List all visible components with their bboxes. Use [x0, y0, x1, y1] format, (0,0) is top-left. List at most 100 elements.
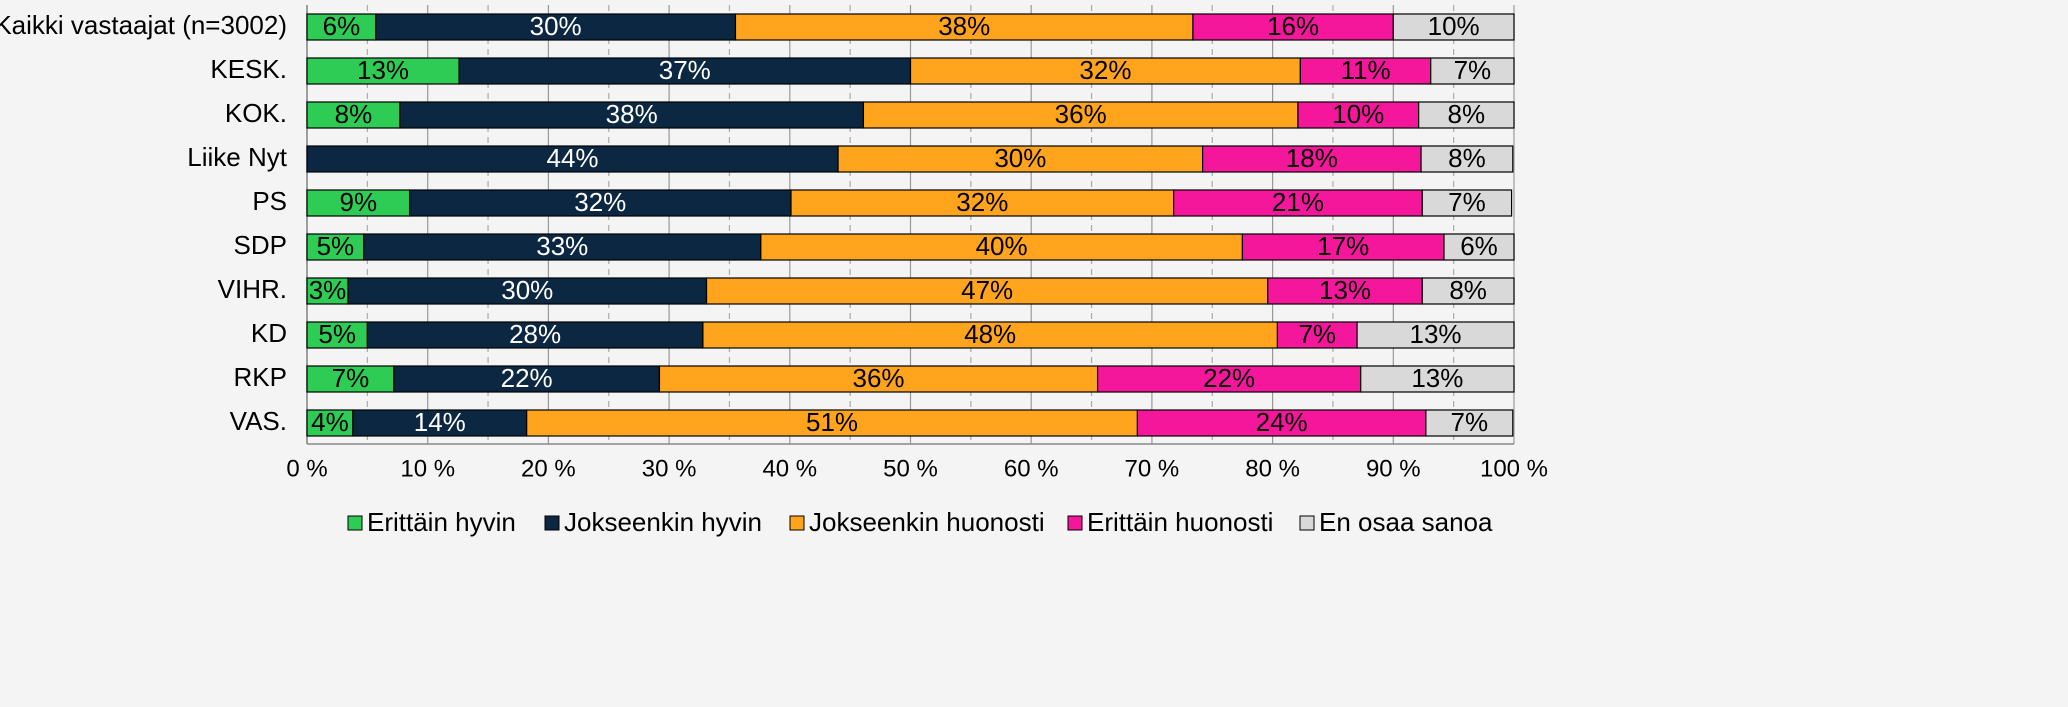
legend-label: Jokseenkin huonosti	[809, 507, 1045, 537]
data-label: 22%	[501, 363, 553, 393]
data-label: 10%	[1428, 11, 1480, 41]
data-label: 51%	[806, 407, 858, 437]
bar-segment	[363, 233, 762, 261]
data-label: 48%	[964, 319, 1016, 349]
bar-segment	[790, 189, 1175, 217]
data-label: 36%	[1055, 99, 1107, 129]
data-label: 7%	[332, 363, 370, 393]
bar-segment	[734, 13, 1194, 41]
bar-segment	[1418, 101, 1515, 129]
data-label: 7%	[1454, 55, 1492, 85]
bar-segment	[702, 321, 1279, 349]
bar-segment	[1420, 145, 1514, 173]
category-label: VAS.	[230, 406, 287, 436]
data-label: 6%	[1460, 231, 1498, 261]
data-label: 14%	[414, 407, 466, 437]
bar-segment	[366, 321, 704, 349]
bar-segment	[1421, 277, 1515, 305]
legend-label: Jokseenkin hyvin	[564, 507, 762, 537]
data-label: 7%	[1448, 187, 1486, 217]
data-label: 30%	[994, 143, 1046, 173]
bar-segment	[862, 101, 1299, 129]
data-label: 13%	[1319, 275, 1371, 305]
category-label: VIHR.	[218, 274, 287, 304]
bar-segment	[1425, 409, 1514, 437]
data-label: 24%	[1256, 407, 1308, 437]
data-label: 8%	[1448, 143, 1486, 173]
x-tick-label: 10 %	[400, 455, 455, 482]
data-label: 7%	[1298, 319, 1336, 349]
category-label: RKP	[234, 362, 287, 392]
data-label: 36%	[852, 363, 904, 393]
legend-swatch	[1299, 515, 1315, 531]
bar-segment	[1241, 233, 1445, 261]
data-label: 28%	[509, 319, 561, 349]
data-label: 30%	[501, 275, 553, 305]
bar-segment	[1136, 409, 1427, 437]
bar-segment	[909, 57, 1301, 85]
bar-segment	[1421, 189, 1513, 217]
bar-segment	[1356, 321, 1515, 349]
bar-segment	[837, 145, 1204, 173]
bar-segment	[1201, 145, 1422, 173]
bar-segment	[1173, 189, 1423, 217]
data-label: 21%	[1272, 187, 1324, 217]
x-tick-label: 70 %	[1125, 455, 1180, 482]
category-label: KESK.	[210, 54, 287, 84]
x-tick-label: 80 %	[1245, 455, 1300, 482]
x-tick-label: 20 %	[521, 455, 576, 482]
bar-segment	[1392, 13, 1515, 41]
legend-label: En osaa sanoa	[1319, 507, 1493, 537]
data-label: 16%	[1267, 11, 1319, 41]
x-tick-label: 0 %	[286, 455, 327, 482]
data-label: 11%	[1340, 55, 1390, 85]
bar-segment	[705, 277, 1269, 305]
legend-swatch	[544, 515, 560, 531]
data-label: 3%	[309, 275, 347, 305]
legend-swatch	[789, 515, 805, 531]
bar-segment	[393, 365, 661, 393]
data-label: 30%	[530, 11, 582, 41]
data-label: 44%	[547, 143, 599, 173]
category-label: Liike Nyt	[187, 142, 287, 172]
bar-segment	[458, 57, 912, 85]
data-label: 47%	[961, 275, 1013, 305]
data-label: 8%	[1449, 275, 1487, 305]
legend-label: Erittäin hyvin	[367, 507, 516, 537]
data-label: 38%	[606, 99, 658, 129]
x-tick-label: 90 %	[1366, 455, 1421, 482]
category-label: PS	[252, 186, 287, 216]
bar-segment	[1360, 365, 1515, 393]
data-label: 10%	[1332, 99, 1384, 129]
data-label: 5%	[318, 319, 356, 349]
data-label: 22%	[1203, 363, 1255, 393]
data-label: 5%	[317, 231, 355, 261]
category-label: KD	[251, 318, 287, 348]
data-label: 13%	[357, 55, 409, 85]
data-label: 7%	[1451, 407, 1489, 437]
bar-segment	[375, 13, 737, 41]
bar-segment	[399, 101, 865, 129]
x-tick-label: 30 %	[642, 455, 697, 482]
data-label: 8%	[335, 99, 373, 129]
bar-segment	[306, 57, 460, 85]
bar-segment	[352, 409, 528, 437]
data-label: 38%	[938, 11, 990, 41]
x-tick-label: 40 %	[762, 455, 817, 482]
data-label: 17%	[1317, 231, 1369, 261]
data-label: 32%	[956, 187, 1008, 217]
x-tick-label: 60 %	[1004, 455, 1059, 482]
data-label: 37%	[659, 55, 711, 85]
data-label: 32%	[1079, 55, 1131, 85]
bar-segment	[306, 189, 411, 217]
bar-segment	[1443, 233, 1515, 261]
data-label: 13%	[1410, 319, 1462, 349]
bar-segment	[306, 101, 401, 129]
data-label: 9%	[340, 187, 378, 217]
bar-segment	[658, 365, 1099, 393]
bar-segment	[1430, 57, 1515, 85]
data-label: 40%	[976, 231, 1028, 261]
bar-segment	[306, 145, 839, 173]
category-label: KOK.	[225, 98, 287, 128]
data-label: 18%	[1286, 143, 1338, 173]
